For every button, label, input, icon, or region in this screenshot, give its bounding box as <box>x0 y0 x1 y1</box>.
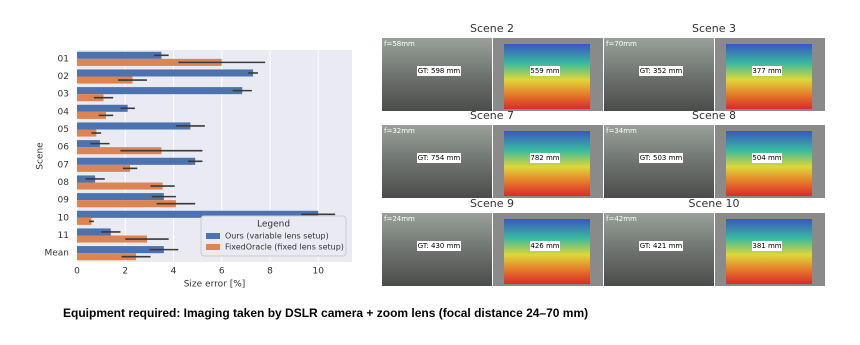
focal-label: f=58mm <box>384 40 415 48</box>
estimate-box <box>530 153 560 163</box>
estimate-label: 504 mm <box>752 154 781 162</box>
bar <box>77 217 92 225</box>
legend-title: Legend <box>257 220 290 230</box>
gt-box <box>417 241 461 251</box>
bar <box>77 147 162 155</box>
bar <box>77 58 222 66</box>
bar <box>77 253 137 261</box>
legend-swatch <box>206 233 220 239</box>
gt-label: GT: 421 mm <box>640 242 683 250</box>
estimate-box <box>530 66 560 76</box>
x-tick-label: 0 <box>74 267 80 277</box>
bar <box>77 228 111 236</box>
gt-label: GT: 352 mm <box>640 67 683 75</box>
bar <box>77 87 243 95</box>
scene-title: Scene 8 <box>692 109 736 122</box>
bar <box>77 182 163 190</box>
estimate-label: 782 mm <box>530 154 559 162</box>
bar <box>77 157 196 165</box>
estimate-box <box>752 153 782 163</box>
bar <box>77 129 97 137</box>
y-tick-label: 05 <box>58 125 69 135</box>
x-tick-label: 8 <box>267 267 273 277</box>
gt-label: GT: 503 mm <box>640 154 683 162</box>
x-tick-label: 2 <box>122 267 128 277</box>
y-tick-label: 01 <box>58 54 69 64</box>
bar <box>77 76 133 84</box>
y-tick-label: 04 <box>58 107 70 117</box>
x-axis-label: Size error [%] <box>184 280 246 290</box>
gt-box <box>639 241 683 251</box>
bar <box>77 69 254 77</box>
scene-title: Scene 7 <box>470 109 514 122</box>
point-cloud <box>504 44 590 109</box>
focal-label: f=32mm <box>384 127 415 135</box>
scene-title: Scene 3 <box>692 22 736 35</box>
x-tick-label: 10 <box>313 267 325 277</box>
bar <box>77 235 147 243</box>
focal-label: f=24mm <box>384 215 415 223</box>
focal-label: f=42mm <box>606 215 637 223</box>
scene-title: Scene 2 <box>470 22 514 35</box>
estimate-box <box>752 66 782 76</box>
bar <box>77 200 176 208</box>
point-cloud <box>504 131 590 196</box>
x-tick-label: 6 <box>219 267 225 277</box>
bar <box>77 104 128 112</box>
bar <box>77 122 191 130</box>
gt-box <box>417 66 461 76</box>
estimate-label: 426 mm <box>530 242 559 250</box>
y-tick-label: 09 <box>58 196 70 206</box>
bar <box>77 246 164 254</box>
scene-title: Scene 9 <box>470 197 514 210</box>
bar <box>77 193 164 201</box>
legend-label: FixedOracle (fixed lens setup) <box>225 243 344 252</box>
gt-label: GT: 430 mm <box>418 242 461 250</box>
legend-swatch <box>206 244 220 250</box>
legend-label: Ours (variable lens setup) <box>225 232 329 241</box>
scene-title: Scene 10 <box>688 197 739 210</box>
y-tick-label: Mean <box>44 249 69 259</box>
y-axis-label: Scene <box>36 142 46 170</box>
x-tick-label: 4 <box>171 267 177 277</box>
bar <box>77 164 131 172</box>
y-tick-label: 07 <box>58 160 69 170</box>
bar <box>77 51 162 59</box>
bar <box>77 210 319 218</box>
estimate-label: 381 mm <box>752 242 781 250</box>
point-cloud <box>726 131 812 196</box>
focal-label: f=34mm <box>606 127 637 135</box>
estimate-label: 559 mm <box>530 67 559 75</box>
y-tick-label: 02 <box>58 72 69 82</box>
estimate-box <box>530 241 560 251</box>
y-tick-label: 06 <box>58 143 70 153</box>
estimate-box <box>752 241 782 251</box>
y-tick-label: 10 <box>58 213 70 223</box>
gt-box <box>639 66 683 76</box>
caption: Equipment required: Imaging taken by DSL… <box>63 306 589 320</box>
gt-box <box>639 153 683 163</box>
gt-box <box>417 153 461 163</box>
bar <box>77 140 100 148</box>
bar <box>77 111 106 119</box>
legend-box <box>200 215 347 257</box>
point-cloud <box>504 219 590 284</box>
gt-label: GT: 598 mm <box>418 67 461 75</box>
y-tick-label: 11 <box>58 231 69 241</box>
y-tick-label: 08 <box>58 178 70 188</box>
estimate-label: 377 mm <box>752 67 781 75</box>
point-cloud <box>726 44 812 109</box>
bar <box>77 94 104 102</box>
point-cloud <box>726 219 812 284</box>
focal-label: f=70mm <box>606 40 637 48</box>
y-tick-label: 03 <box>58 90 69 100</box>
gt-label: GT: 754 mm <box>418 154 461 162</box>
